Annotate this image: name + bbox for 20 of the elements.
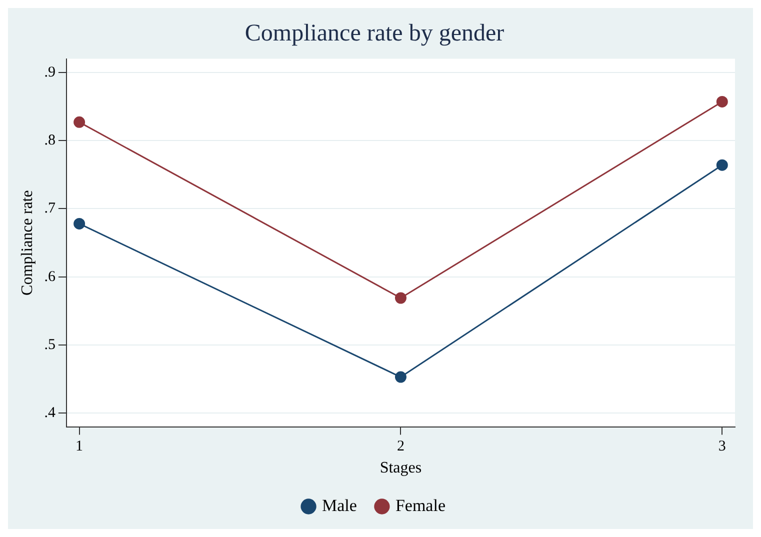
y-tick-label: .7: [44, 200, 56, 217]
chart-title: Compliance rate by gender: [244, 20, 504, 47]
x-tick-label: 2: [396, 438, 404, 455]
x-axis-title: Stages: [380, 460, 422, 477]
y-tick-label: .9: [44, 64, 56, 80]
legend-label: Female: [395, 496, 446, 515]
point: [716, 96, 728, 108]
y-axis-title: Compliance rate: [18, 190, 36, 296]
x-tick-label: 1: [76, 438, 84, 455]
point: [716, 159, 728, 171]
y-tick-label: .8: [44, 132, 56, 149]
y-tick-label: .4: [44, 405, 56, 422]
y-tick-label: .5: [44, 336, 56, 353]
point: [74, 116, 86, 128]
point: [394, 371, 406, 383]
y-tick-label: .6: [44, 268, 56, 285]
point: [394, 292, 406, 304]
x-tick-label: 3: [718, 438, 726, 455]
point: [74, 218, 86, 230]
legend-label: Male: [322, 496, 357, 515]
